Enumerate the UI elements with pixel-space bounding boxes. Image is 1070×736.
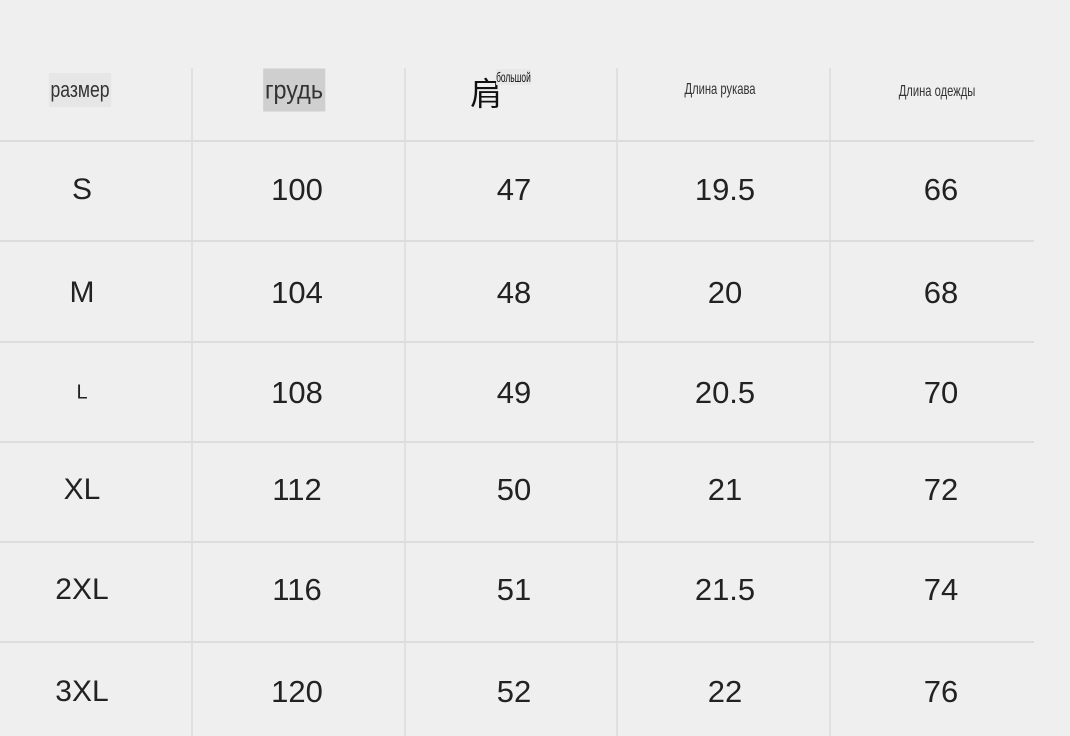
cell-size: L xyxy=(76,381,88,404)
cell-shoulder: 48 xyxy=(496,275,532,310)
row-divider xyxy=(0,641,1034,643)
cell-shoulder: 52 xyxy=(496,674,532,709)
cell-shoulder: 50 xyxy=(496,472,532,507)
column-divider xyxy=(616,68,618,736)
cell-size: 3XL xyxy=(55,675,109,708)
cell-garment-length: 68 xyxy=(923,275,959,310)
cell-shoulder: 51 xyxy=(496,572,532,607)
cell-sleeve-length: 20.5 xyxy=(694,375,756,410)
column-divider xyxy=(404,68,406,736)
cell-chest: 112 xyxy=(272,472,322,507)
cell-shoulder: 47 xyxy=(496,172,532,207)
cell-chest: 120 xyxy=(271,674,323,709)
header-shoulder-overlay: большой xyxy=(496,69,531,85)
cell-size: S xyxy=(71,173,92,206)
cell-size: M xyxy=(69,276,95,309)
cell-chest: 100 xyxy=(271,172,323,207)
row-divider xyxy=(0,441,1034,443)
cell-sleeve-length: 20 xyxy=(707,275,743,310)
header-garment-length: Длина одежды xyxy=(898,83,976,100)
cell-shoulder: 49 xyxy=(496,375,532,410)
cell-sleeve-length: 21 xyxy=(707,472,743,507)
cell-sleeve-length: 21.5 xyxy=(694,572,756,607)
column-divider xyxy=(829,68,831,736)
cell-garment-length: 74 xyxy=(923,572,959,607)
cell-size: 2XL xyxy=(55,573,109,606)
row-divider xyxy=(0,541,1034,543)
cell-garment-length: 72 xyxy=(923,472,959,507)
header-shoulder: 肩большой xyxy=(470,69,554,115)
header-chest: грудь xyxy=(263,68,325,112)
cell-garment-length: 66 xyxy=(923,172,959,207)
cell-garment-length: 70 xyxy=(923,375,959,410)
row-divider xyxy=(0,140,1034,142)
row-divider xyxy=(0,341,1034,343)
cell-chest: 116 xyxy=(272,572,322,607)
cell-chest: 104 xyxy=(271,275,323,310)
row-divider xyxy=(0,240,1034,242)
column-divider xyxy=(191,68,193,736)
cell-sleeve-length: 22 xyxy=(707,674,743,709)
header-sleeve-length: Длина рукава xyxy=(684,81,756,98)
cell-sleeve-length: 19.5 xyxy=(694,172,756,207)
cell-chest: 108 xyxy=(271,375,323,410)
header-size: размер xyxy=(48,73,112,107)
cell-garment-length: 76 xyxy=(923,674,959,709)
cell-size: XL xyxy=(63,473,101,506)
